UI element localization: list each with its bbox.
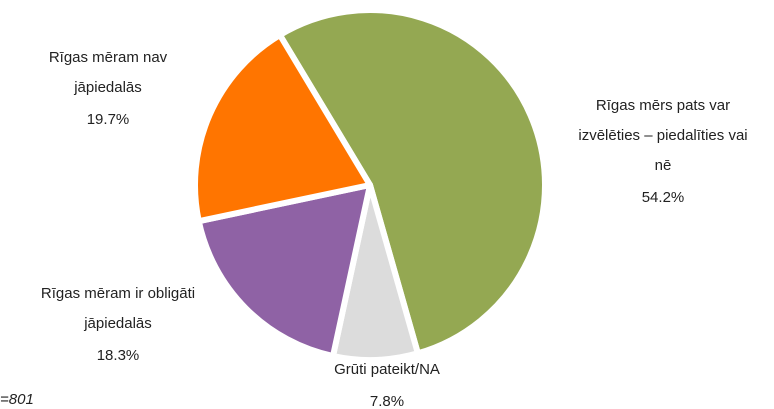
pie-slice <box>195 182 373 360</box>
slice-label: Rīgas mēram ir obligāti jāpiedalās <box>41 285 195 332</box>
slice-label: Rīgas mērs pats var izvēlēties – piedalīt… <box>578 97 747 174</box>
pie-slice <box>192 31 373 225</box>
value-label: 7.8% <box>370 393 404 409</box>
value-label: 18.3% <box>97 347 140 364</box>
value-label: 19.7% <box>87 111 130 128</box>
note: =801 <box>0 391 34 408</box>
pie-slice <box>276 7 548 357</box>
slice-label: Grūti pateikt/NA <box>334 361 440 378</box>
slice-label: Rīgas mēram nav jāpiedalās <box>49 49 168 96</box>
value-label: 54.2% <box>642 189 685 206</box>
